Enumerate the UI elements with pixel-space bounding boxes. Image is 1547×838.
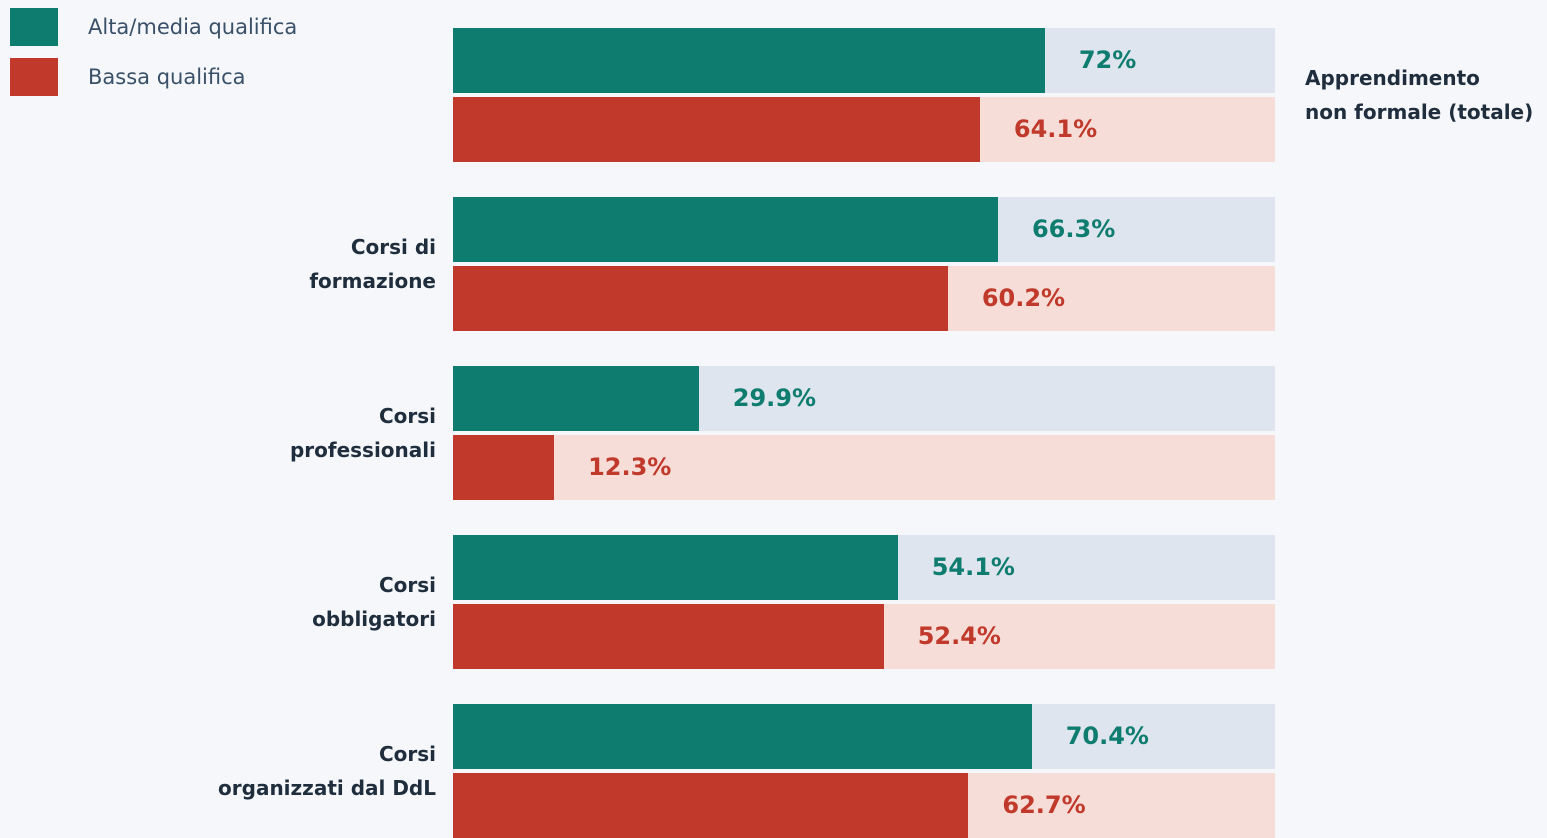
bar	[453, 704, 1032, 769]
bar	[453, 435, 555, 500]
bar	[453, 266, 948, 331]
category-label: Corsi organizzati dal DdL	[218, 742, 436, 800]
bar	[453, 97, 980, 162]
value-label: 54.1%	[931, 553, 1015, 581]
bar	[453, 28, 1045, 93]
value-label: 52.4%	[917, 622, 1001, 650]
value-label: 66.3%	[1031, 215, 1116, 243]
value-label: 60.2%	[981, 284, 1066, 312]
value-label: 12.3%	[588, 453, 672, 481]
category-label: Corsi obbligatori	[312, 573, 436, 631]
legend-label: Alta/media qualifica	[88, 15, 298, 39]
bar-track	[453, 435, 1275, 500]
legend-swatch	[10, 58, 58, 96]
bar	[453, 197, 998, 262]
value-label: 62.7%	[1002, 791, 1086, 819]
category-label: Corsi professionali	[289, 404, 436, 462]
legend-label: Bassa qualifica	[88, 65, 246, 89]
value-label: 72%	[1078, 46, 1137, 74]
value-label: 29.9%	[732, 384, 817, 412]
bar	[453, 773, 969, 838]
bar	[453, 535, 898, 600]
bar	[453, 366, 699, 431]
category-label: Apprendimento non formale (totale)	[1305, 66, 1534, 124]
legend-swatch	[10, 8, 58, 46]
value-label: 70.4%	[1065, 722, 1149, 750]
category-label: Corsi di formazione	[309, 235, 436, 293]
bar	[453, 604, 884, 669]
value-label: 64.1%	[1013, 115, 1098, 143]
